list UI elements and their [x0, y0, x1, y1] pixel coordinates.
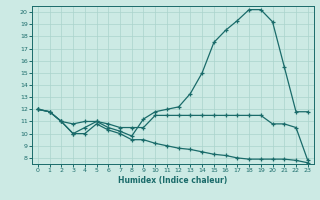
X-axis label: Humidex (Indice chaleur): Humidex (Indice chaleur) — [118, 176, 228, 185]
